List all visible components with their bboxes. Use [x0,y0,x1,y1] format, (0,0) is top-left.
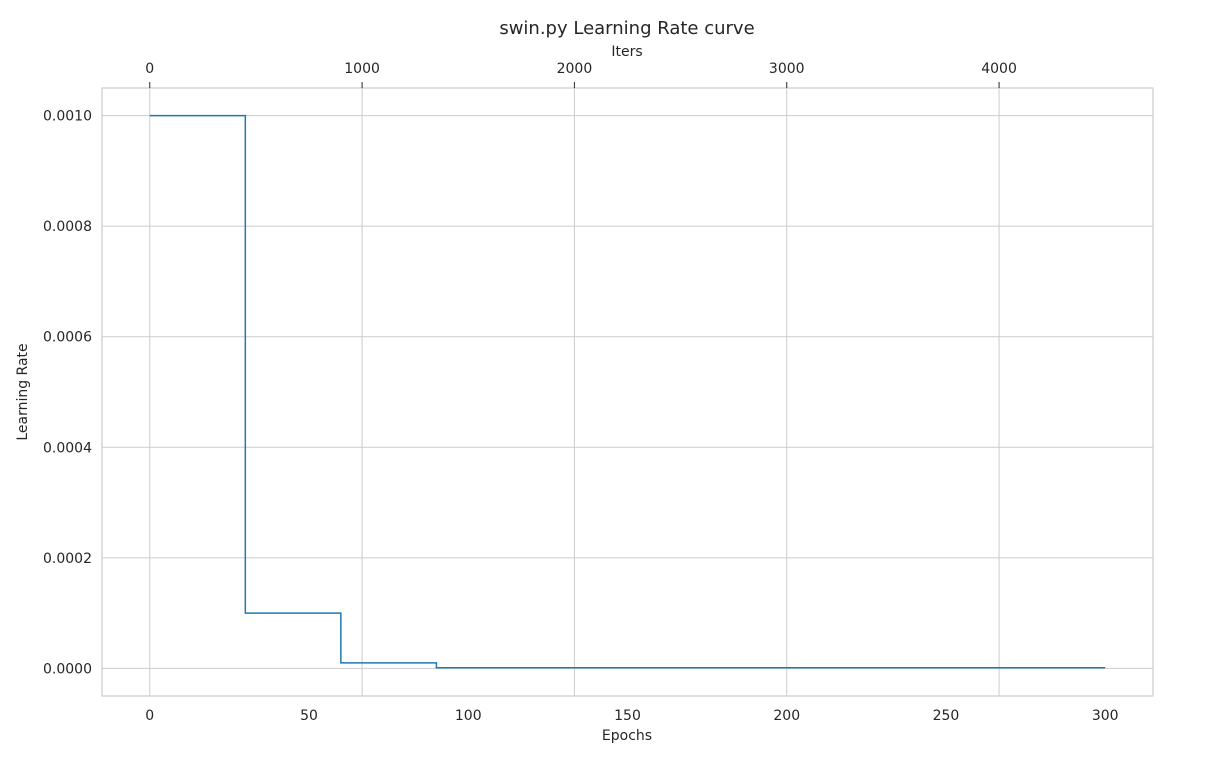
x-tick-label: 50 [300,708,318,724]
secondary-x-tick-label: 1000 [344,61,380,77]
y-tick-label: 0.0006 [43,330,92,346]
secondary-x-tick-label: 2000 [557,61,593,77]
secondary-x-axis-ticks: 0 1000 2000 3000 4000 [145,61,1017,88]
grid-lines [102,88,1153,696]
series-layer [149,114,1106,669]
y-axis-ticks: 0.0000 0.0002 0.0004 0.0006 0.0008 0.0010 [43,109,92,678]
y-tick-label: 0.0008 [43,219,92,235]
x-tick-label: 300 [1092,708,1119,724]
y-axis-label: Learning Rate [15,343,31,440]
x-tick-label: 250 [933,708,960,724]
x-tick-label: 0 [145,708,154,724]
chart-title: swin.py Learning Rate curve [499,18,754,39]
x-tick-label: 200 [773,708,800,724]
secondary-x-tick-label: 4000 [981,61,1017,77]
secondary-x-tick-label: 0 [145,61,154,77]
x-tick-label: 100 [455,708,482,724]
x-axis-ticks: 0 50 100 150 200 250 300 [145,708,1118,724]
y-tick-label: 0.0004 [43,440,92,456]
y-tick-label: 0.0002 [43,551,92,567]
learning-rate-line [149,114,1106,669]
secondary-x-axis-label: Iters [611,44,642,60]
y-tick-label: 0.0000 [43,661,92,677]
secondary-x-tick-label: 3000 [769,61,805,77]
x-tick-label: 150 [614,708,641,724]
y-tick-label: 0.0010 [43,109,92,125]
x-axis-label: Epochs [602,728,652,744]
plot-frame [101,87,1154,697]
